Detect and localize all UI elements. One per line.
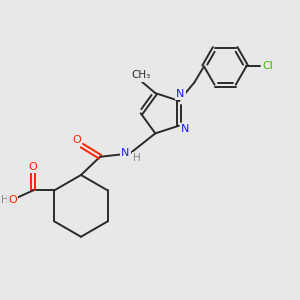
Text: N: N xyxy=(121,148,130,158)
Text: CH₃: CH₃ xyxy=(132,70,151,80)
Text: O: O xyxy=(29,162,38,172)
Text: O: O xyxy=(8,195,17,205)
Text: O: O xyxy=(72,135,81,145)
Text: Cl: Cl xyxy=(262,61,273,71)
Text: H: H xyxy=(133,153,140,163)
Text: H: H xyxy=(1,195,8,205)
Text: N: N xyxy=(176,89,184,99)
Text: N: N xyxy=(181,124,190,134)
